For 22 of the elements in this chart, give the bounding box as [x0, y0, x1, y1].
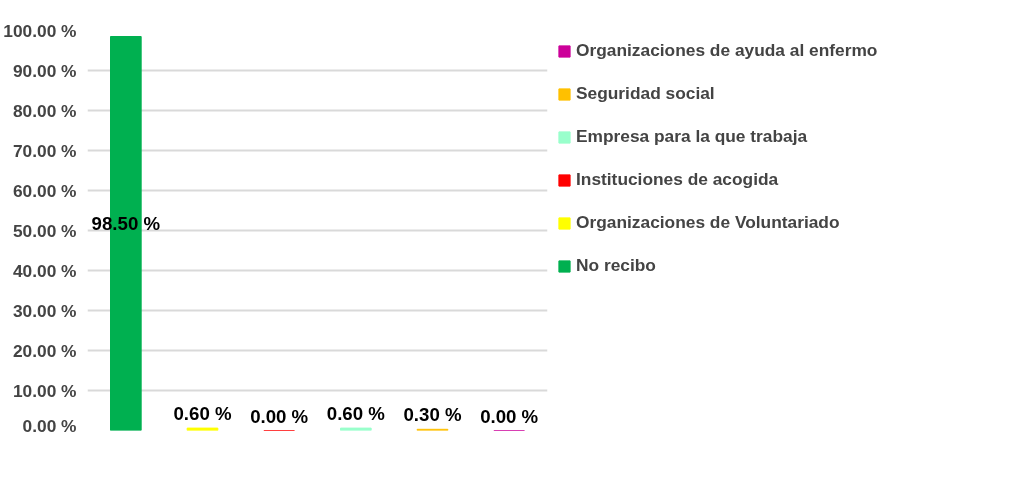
y-tick-label: 40.00 % [12, 260, 77, 281]
legend-label: Organizaciones de Voluntariado [576, 212, 840, 233]
y-tick-label: 30.00 % [12, 300, 77, 321]
data-label: 0.60 % [326, 403, 386, 425]
legend-label: Empresa para la que trabaja [576, 126, 808, 147]
legend-label: Seguridad social [576, 83, 715, 104]
data-label: 0.30 % [403, 404, 462, 426]
y-tick-label: 60.00 % [12, 180, 77, 201]
y-tick-label: 90.00 % [12, 60, 77, 81]
y-tick-label: 100.00 % [3, 20, 77, 41]
y-tick-label: 10.00 % [12, 380, 77, 401]
data-label: 0.00 % [480, 405, 539, 427]
y-tick-label: 70.00 % [12, 140, 77, 161]
y-tick-label: 50.00 % [12, 220, 77, 241]
y-tick-label: 20.00 % [12, 340, 77, 361]
legend-label: Instituciones de acogida [576, 169, 779, 190]
legend-label: Organizaciones de ayuda al enfermo [576, 40, 878, 61]
legend-label: No recibo [576, 255, 656, 276]
data-label: 0.00 % [250, 405, 309, 427]
y-tick-label: 80.00 % [12, 100, 77, 121]
y-tick-label: 0.00 % [22, 415, 77, 436]
data-label: 0.60 % [173, 403, 232, 425]
